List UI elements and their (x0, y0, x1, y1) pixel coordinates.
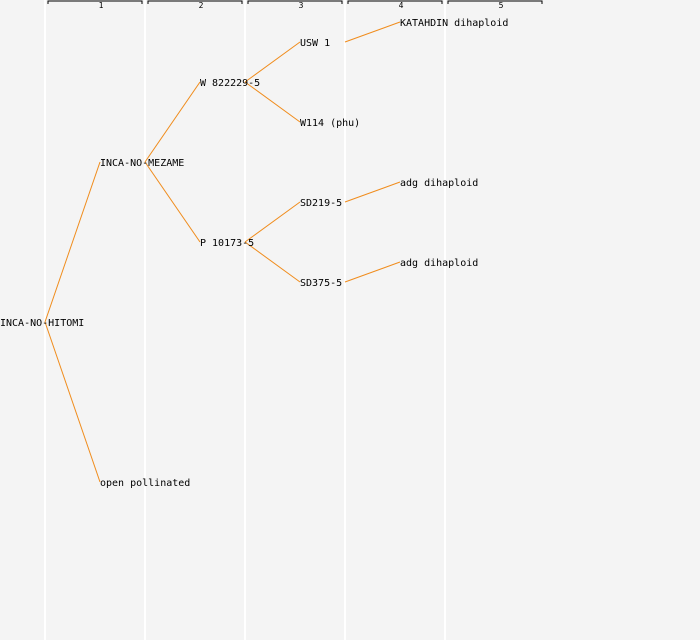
edge-w822229-to-w114 (244, 81, 301, 123)
edge-root-to-inca-no-mezame (44, 161, 101, 323)
generation-label-1: 1 (99, 1, 104, 10)
edge-w822229-to-usw1 (244, 41, 301, 83)
node-p-10173-5[interactable]: P 10173-5 (200, 238, 254, 249)
pedigree-edges (44, 21, 401, 483)
edge-p10173-to-sd219 (244, 201, 301, 243)
node-usw-1[interactable]: USW 1 (300, 38, 330, 49)
node-sd375-5[interactable]: SD375-5 (300, 278, 342, 289)
pedigree-nodes: INCA-NO-HITOMI INCA-NO-MEZAME open polli… (0, 18, 508, 489)
generation-label-2: 2 (199, 1, 204, 10)
generation-label-5: 5 (499, 1, 504, 10)
generation-columns (44, 0, 446, 640)
edge-mezame-to-w822229 (144, 81, 201, 163)
node-adg-dihaploid-1[interactable]: adg dihaploid (400, 178, 478, 189)
edge-sd219-to-adg (344, 181, 401, 203)
edge-sd375-to-adg (344, 261, 401, 283)
generation-bracket-4 (347, 0, 443, 4)
node-open-pollinated[interactable]: open pollinated (100, 478, 190, 489)
generation-bracket-1 (47, 0, 143, 4)
edge-usw1-to-katahdin (344, 21, 401, 43)
node-katahdin-dihaploid[interactable]: KATAHDIN dihaploid (400, 18, 508, 29)
node-w114-phu[interactable]: W114 (phu) (300, 118, 360, 129)
generation-bracket-3 (247, 0, 343, 4)
node-sd219-5[interactable]: SD219-5 (300, 198, 342, 209)
generation-bracket-2 (147, 0, 243, 4)
node-w-822229-5[interactable]: W 822229-5 (200, 78, 260, 89)
generation-label-4: 4 (399, 1, 404, 10)
generation-label-3: 3 (299, 1, 304, 10)
edge-root-to-open-pollinated (44, 321, 101, 483)
generation-header: 1 2 3 4 5 (47, 0, 543, 10)
node-inca-no-mezame[interactable]: INCA-NO-MEZAME (100, 158, 184, 169)
edge-mezame-to-p10173 (144, 161, 201, 243)
generation-bracket-5 (447, 0, 543, 4)
node-adg-dihaploid-2[interactable]: adg dihaploid (400, 258, 478, 269)
edge-p10173-to-sd375 (244, 241, 301, 283)
node-inca-no-hitomi[interactable]: INCA-NO-HITOMI (0, 318, 84, 329)
